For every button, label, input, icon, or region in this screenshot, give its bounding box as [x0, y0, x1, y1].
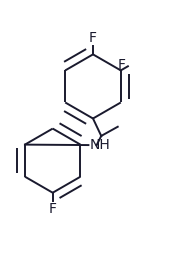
Text: F: F — [89, 31, 97, 45]
Text: F: F — [49, 202, 57, 216]
Text: F: F — [118, 58, 126, 72]
Text: NH: NH — [89, 138, 110, 152]
